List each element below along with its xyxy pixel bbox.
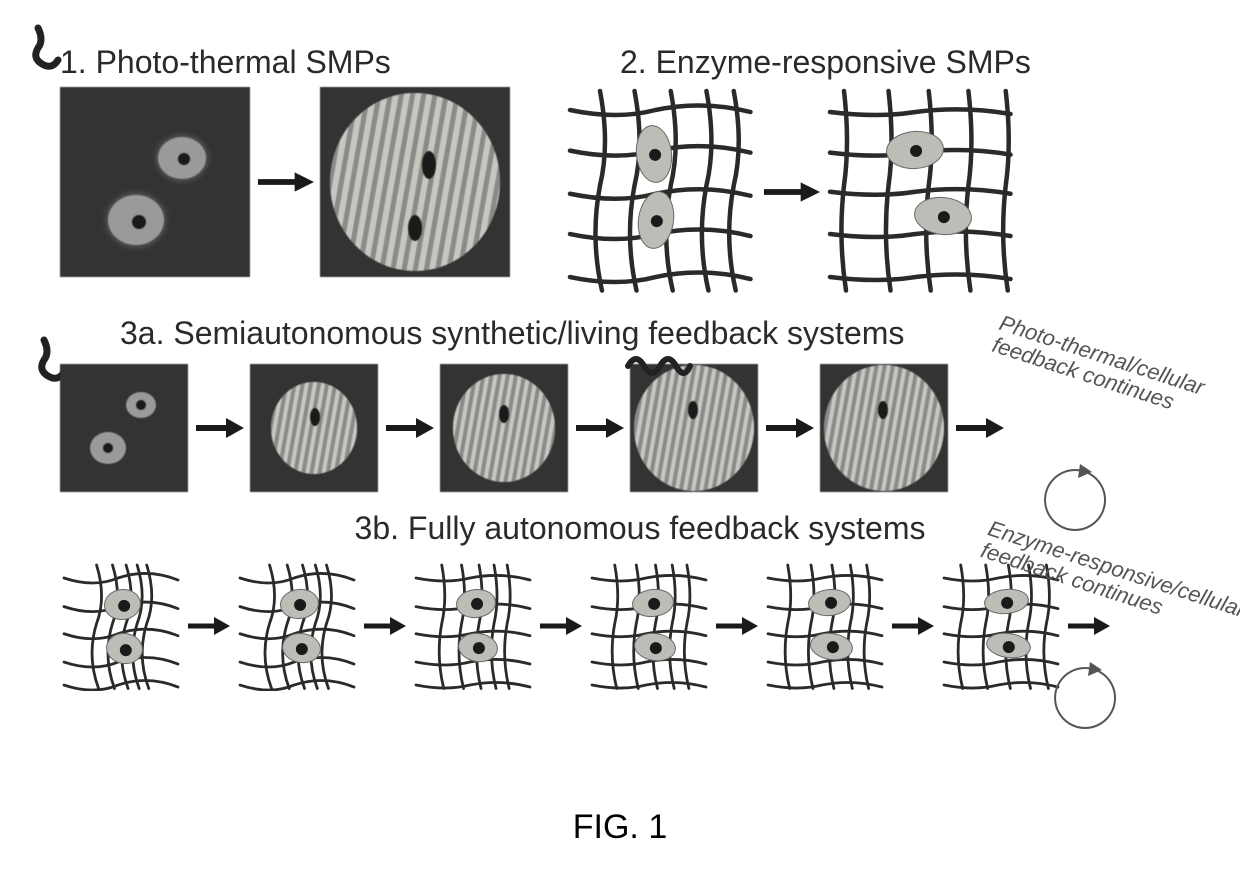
arrow-icon — [362, 614, 406, 638]
arrow-icon — [574, 416, 624, 440]
arrow-icon — [890, 614, 934, 638]
arrow-icon — [764, 416, 814, 440]
panel1-tile-after — [320, 87, 510, 277]
cell-blob — [108, 195, 164, 245]
panel2-mesh-before — [566, 87, 756, 297]
cell-blob — [158, 137, 206, 179]
panel3a-tile — [630, 364, 758, 492]
panel3b-mesh-tile — [60, 561, 180, 691]
arrow-icon — [194, 416, 244, 440]
arrow-icon — [538, 614, 582, 638]
panel3b-mesh-tile — [764, 561, 884, 691]
striped-disc — [330, 93, 500, 271]
panel1-tile-before — [60, 87, 250, 277]
loop-arrow-icon — [1040, 658, 1130, 738]
arrow-icon — [954, 416, 1004, 440]
panel3a-tile — [250, 364, 378, 492]
panel1-label: 1. Photo-thermal SMPs — [60, 44, 620, 81]
panel3a-tile — [440, 364, 568, 492]
panel2-group — [566, 87, 1016, 297]
panel3a-tile — [820, 364, 948, 492]
panel2-mesh-after — [826, 87, 1016, 297]
panel3a-row — [60, 364, 1180, 492]
panel3b-mesh-tile — [412, 561, 532, 691]
panel3a-tile — [60, 364, 188, 492]
arrow-icon — [1066, 614, 1110, 638]
panel1-group — [60, 87, 510, 277]
panel2-label: 2. Enzyme-responsive SMPs — [620, 44, 1160, 81]
figure-container: 1. Photo-thermal SMPs 2. Enzyme-responsi… — [60, 40, 1180, 691]
light-squiggle-icon — [624, 330, 694, 380]
panel3b-row — [60, 561, 1180, 691]
arrow-icon — [762, 180, 820, 204]
arrow-icon — [256, 170, 314, 194]
arrow-icon — [384, 416, 434, 440]
arrow-icon — [714, 614, 758, 638]
loop-arrow-icon — [1030, 460, 1120, 540]
panel3b-mesh-tile — [236, 561, 356, 691]
figure-caption: FIG. 1 — [0, 808, 1240, 847]
panel3b-mesh-tile — [588, 561, 708, 691]
arrow-icon — [186, 614, 230, 638]
